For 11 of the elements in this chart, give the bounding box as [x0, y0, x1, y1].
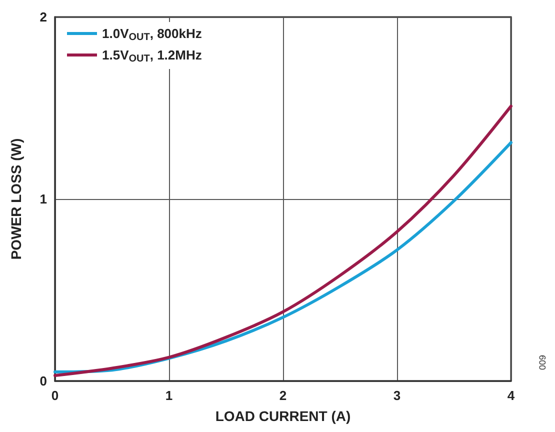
y-tick-label: 2 — [40, 10, 47, 24]
x-tick-label: 3 — [393, 388, 401, 403]
x-tick-label: 4 — [507, 388, 516, 403]
x-tick-label: 2 — [279, 388, 287, 403]
text: 009 — [538, 354, 548, 370]
y-axis-title: POWER LOSS (W) — [8, 138, 24, 260]
y-tick-label: 1 — [40, 192, 47, 206]
x-tick-label: 0 — [51, 388, 59, 403]
y-tick-label: 0 — [40, 374, 47, 388]
x-tick-label: 1 — [165, 388, 173, 403]
x-axis-title: LOAD CURRENT (A) — [215, 408, 351, 424]
